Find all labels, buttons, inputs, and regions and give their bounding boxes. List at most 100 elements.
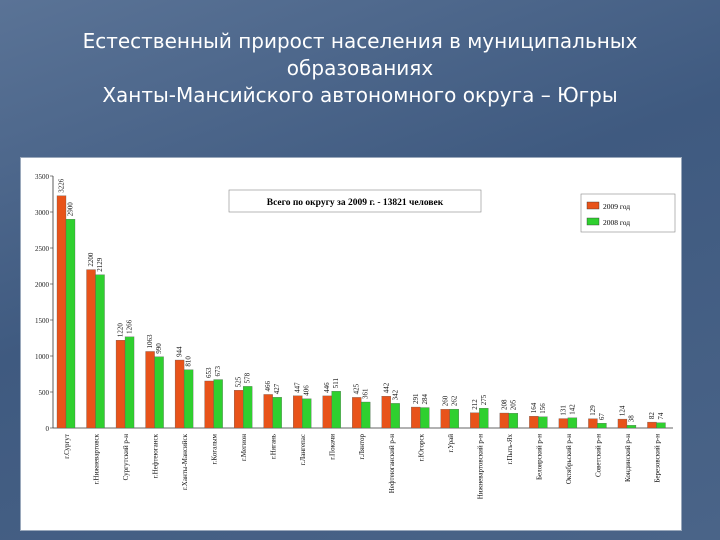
chart-title-box bbox=[228, 189, 482, 213]
bar-2008-18 bbox=[597, 423, 607, 429]
bar-2009-15 bbox=[499, 412, 510, 429]
overlay-line-5: - Югры bbox=[356, 295, 406, 312]
slide-title-line-1: Естественный прирост населения в муницип… bbox=[82, 29, 638, 53]
bar-value-label-2009-13: 260 bbox=[441, 395, 449, 406]
bar-2008-12 bbox=[420, 407, 430, 429]
legend-swatch-1 bbox=[586, 217, 600, 226]
legend-label-1: 2008 год bbox=[603, 218, 630, 227]
bar-2008-17 bbox=[567, 417, 578, 429]
bar-2009-6 bbox=[233, 390, 244, 429]
y-tick-label-7: 3500 bbox=[35, 173, 50, 181]
bar-value-label-2009-18: 129 bbox=[589, 405, 597, 416]
bar-2009-0 bbox=[56, 195, 67, 429]
bar-2009-8 bbox=[293, 395, 303, 429]
x-tick-label-10: г.Лянтор bbox=[358, 434, 366, 460]
bar-2008-5 bbox=[213, 379, 223, 429]
x-tick-label-20: Березовский р-н bbox=[653, 434, 661, 483]
bar-2008-15 bbox=[508, 413, 519, 429]
x-tick-label-2: Сургутский р-н bbox=[122, 434, 130, 481]
bar-2009-13 bbox=[440, 409, 450, 429]
overlay-line-2: населения в разрезе муниципальных bbox=[250, 238, 512, 255]
bar-value-label-2009-11: 442 bbox=[382, 382, 390, 393]
x-tick-label-13: г.Урай bbox=[447, 434, 455, 453]
bar-value-label-2008-8: 406 bbox=[303, 385, 311, 396]
bar-value-label-2008-18: 67 bbox=[598, 413, 606, 421]
bar-2009-5 bbox=[204, 380, 214, 429]
bar-2009-10 bbox=[352, 397, 362, 429]
overlay-line-3: образований bbox=[336, 257, 426, 274]
bar-value-label-2008-7: 427 bbox=[273, 383, 281, 394]
bar-2009-17 bbox=[558, 418, 569, 429]
y-tick-label-0: 0 bbox=[46, 425, 50, 433]
bar-2008-2 bbox=[124, 336, 135, 429]
bar-value-label-2008-11: 342 bbox=[391, 389, 399, 400]
bar-2009-12 bbox=[411, 406, 421, 429]
bar-value-label-2009-20: 82 bbox=[648, 412, 656, 420]
bar-2008-14 bbox=[479, 408, 489, 429]
bar-value-label-2008-5: 673 bbox=[214, 366, 222, 377]
bar-value-label-2009-3: 1063 bbox=[146, 334, 154, 349]
bar-2009-2 bbox=[115, 340, 126, 429]
bar-value-label-2009-9: 446 bbox=[323, 382, 331, 393]
bar-value-label-2008-2: 1266 bbox=[126, 319, 134, 334]
bar-value-label-2008-16: 156 bbox=[539, 403, 547, 414]
bar-value-label-2009-7: 466 bbox=[264, 380, 272, 391]
slide-title-line-3: Ханты-Мансийского автономного округа – Ю… bbox=[102, 83, 618, 107]
bar-value-label-2009-4: 944 bbox=[176, 346, 184, 357]
x-tick-label-7: г.Нягань bbox=[270, 434, 278, 459]
bar-value-label-2009-5: 653 bbox=[205, 367, 213, 378]
bar-2009-7 bbox=[263, 394, 273, 429]
bar-value-label-2008-0: 2900 bbox=[67, 202, 75, 217]
bar-2008-10 bbox=[361, 401, 371, 429]
chart-overlay-caption: Естественный прирост (убыль) населения в… bbox=[191, 218, 571, 313]
bar-2008-16 bbox=[538, 416, 548, 429]
bar-2009-3 bbox=[145, 351, 155, 429]
bar-value-label-2008-17: 142 bbox=[568, 404, 576, 415]
bar-2009-11 bbox=[381, 396, 391, 429]
legend-box bbox=[580, 193, 676, 233]
bar-value-label-2009-0: 3226 bbox=[58, 178, 66, 193]
bar-2008-7 bbox=[272, 397, 282, 429]
bar-2009-18 bbox=[588, 418, 598, 429]
bar-2009-14 bbox=[470, 412, 480, 429]
x-tick-label-11: Нефтеюганский р-н bbox=[388, 434, 396, 493]
bar-2008-13 bbox=[449, 408, 459, 429]
overlay-line-1: Естественный прирост (убыль) bbox=[272, 219, 490, 236]
x-tick-label-14: Нижневартовский р-н bbox=[476, 434, 484, 500]
bar-2008-20 bbox=[656, 422, 666, 429]
bar-value-label-2008-9: 511 bbox=[332, 377, 340, 388]
bar-value-label-2008-15: 205 bbox=[509, 399, 517, 410]
y-tick-label-1: 500 bbox=[39, 389, 50, 397]
bar-value-label-2008-3: 990 bbox=[155, 343, 163, 354]
bar-2008-9 bbox=[331, 391, 341, 429]
x-tick-label-0: г.Сургут bbox=[63, 434, 71, 459]
bar-value-label-2009-16: 164 bbox=[530, 402, 538, 413]
x-tick-label-19: Кондинский р-н bbox=[624, 434, 632, 482]
bar-value-label-2009-6: 525 bbox=[235, 376, 243, 387]
bar-2008-4 bbox=[183, 369, 194, 429]
bar-value-label-2009-12: 291 bbox=[412, 393, 420, 404]
bar-value-label-2009-19: 124 bbox=[618, 405, 626, 416]
bar-value-label-2008-12: 284 bbox=[421, 394, 429, 405]
population-growth-chart: Всего по округу за 2009 г. - 13821 челов… bbox=[35, 173, 676, 500]
x-tick-label-8: г.Лангепас bbox=[299, 434, 307, 465]
bar-value-label-2009-15: 208 bbox=[500, 399, 508, 410]
y-tick-label-5: 2500 bbox=[35, 245, 50, 253]
bar-2008-1 bbox=[95, 274, 105, 429]
x-tick-label-3: г.Нефтеюганск bbox=[152, 433, 160, 478]
x-tick-label-17: Октябрьский р-н bbox=[565, 434, 573, 484]
legend-swatch-0 bbox=[586, 201, 600, 210]
bar-2009-1 bbox=[86, 269, 96, 429]
bar-2009-20 bbox=[647, 421, 657, 429]
bar-value-label-2008-4: 810 bbox=[185, 356, 193, 367]
x-tick-label-16: Белоярский р-н bbox=[535, 434, 543, 480]
legend-label-0: 2009 год bbox=[603, 202, 630, 211]
y-tick-label-6: 3000 bbox=[35, 209, 50, 217]
slide-title-line-2: образованиях bbox=[286, 56, 434, 80]
bar-2009-9 bbox=[322, 395, 332, 429]
bar-value-label-2008-1: 2129 bbox=[96, 257, 104, 272]
bar-2008-6 bbox=[242, 386, 253, 429]
bar-value-label-2008-6: 578 bbox=[244, 372, 252, 383]
bar-2008-8 bbox=[302, 398, 312, 429]
bar-value-label-2009-1: 2200 bbox=[87, 252, 95, 267]
